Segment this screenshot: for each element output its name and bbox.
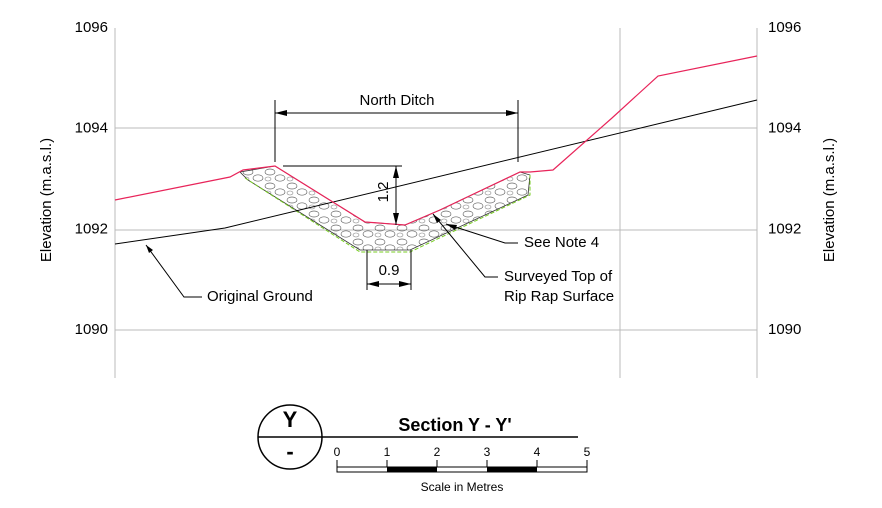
dimension-label: North Ditch <box>359 92 434 109</box>
surveyed-surface <box>114 55 758 226</box>
frame <box>114 28 758 378</box>
scale-label: 0 <box>334 445 341 459</box>
y-tick-label: 1094 <box>768 120 801 137</box>
section-sheet: - <box>286 439 293 464</box>
original-ground <box>114 99 758 245</box>
scale-label: 1 <box>384 445 391 459</box>
dimension-label: 1.2 <box>375 182 392 203</box>
dimension-depth: 1.2 <box>283 165 402 225</box>
dimension-label: 0.9 <box>379 262 400 279</box>
section-symbol: Y <box>283 407 298 432</box>
y-tick-label: 1096 <box>768 19 801 36</box>
scale-label: 2 <box>434 445 441 459</box>
y-tick-label: 1094 <box>75 120 108 137</box>
y-tick-label: 1092 <box>768 220 801 237</box>
y-tick-label: 1090 <box>768 321 801 338</box>
annotation: Original Ground <box>207 288 313 305</box>
section-title: Section Y - Y' <box>398 415 511 435</box>
dimension-base: 0.9 <box>366 250 412 290</box>
y-tick-label: 1090 <box>75 321 108 338</box>
y-tick-label: 1096 <box>75 19 108 36</box>
scale-bar: Scale in Metres 0 1 2 3 4 5 <box>334 445 591 494</box>
leaders <box>145 213 518 298</box>
annotation: See Note 4 <box>524 234 599 251</box>
scale-label: 5 <box>584 445 591 459</box>
annotation: Rip Rap Surface <box>504 288 614 305</box>
scale-label: 4 <box>534 445 541 459</box>
y-tick-label: 1092 <box>75 220 108 237</box>
tick-labels: 1096 1096 1094 1094 1092 1092 1090 1090 <box>75 19 802 338</box>
dimension-north-ditch: North Ditch <box>274 92 519 162</box>
scale-caption: Scale in Metres <box>421 480 504 494</box>
axis-title: Elevation (m.a.s.l.) <box>821 138 838 262</box>
axis-title: Elevation (m.a.s.l.) <box>38 138 55 262</box>
annotation: Surveyed Top of <box>504 268 613 285</box>
scale-label: 3 <box>484 445 491 459</box>
section-marker: Y - Section Y - Y' <box>257 404 578 470</box>
subgrade-line <box>244 175 531 253</box>
